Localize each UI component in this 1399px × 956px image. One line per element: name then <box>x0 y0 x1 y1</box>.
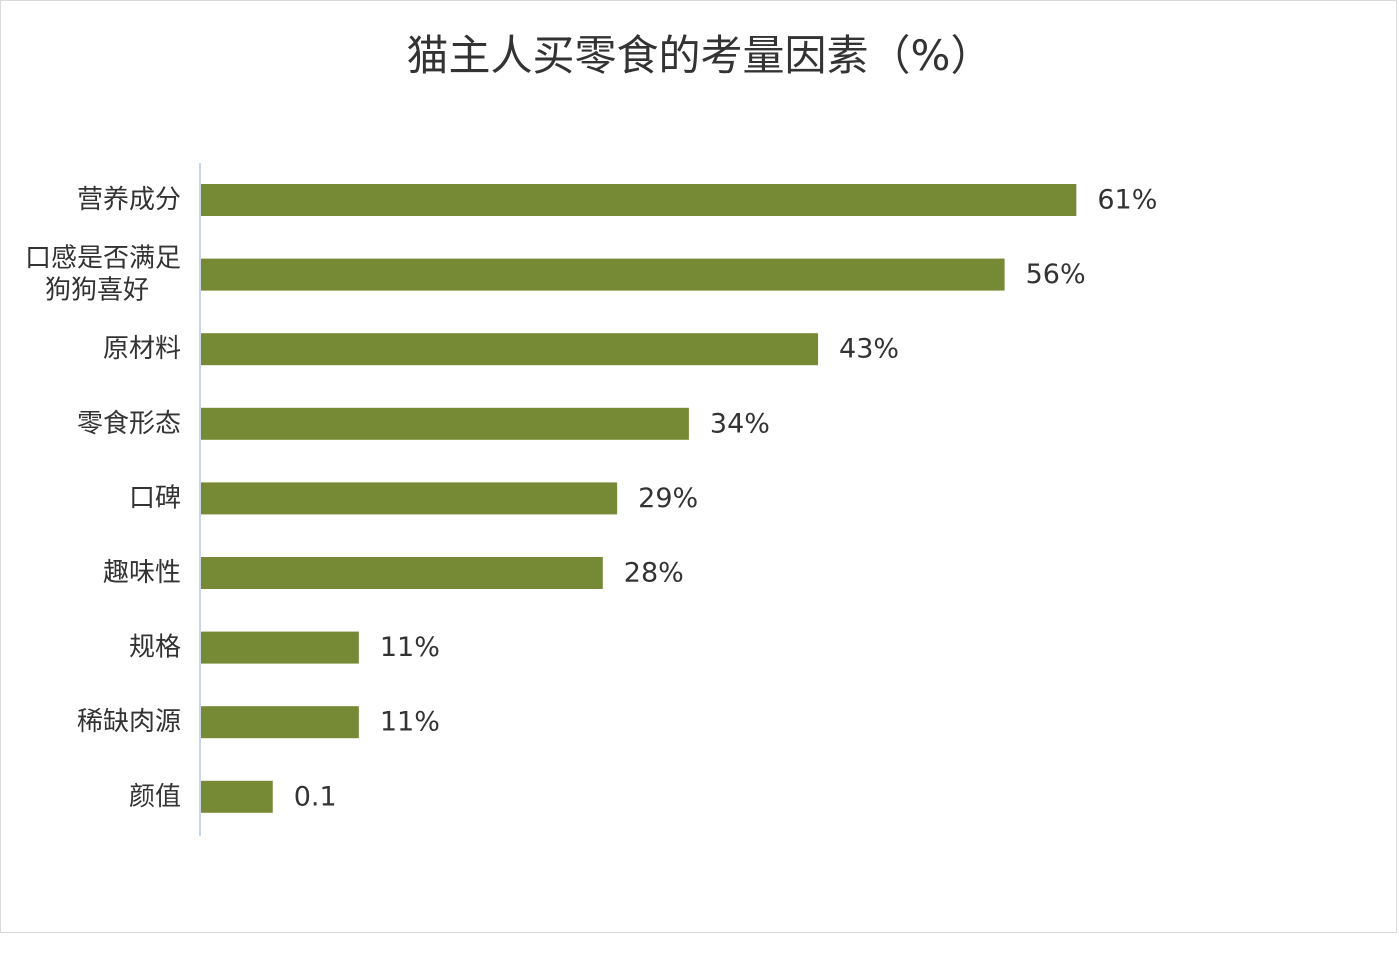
data-label-6: 11% <box>380 632 440 663</box>
data-label-2: 43% <box>839 334 899 365</box>
category-label-8-0: 颜值 <box>129 782 181 812</box>
category-label-1-1: 狗狗喜好 <box>45 276 149 306</box>
category-label-6-0: 规格 <box>129 633 181 663</box>
data-label-7: 11% <box>380 707 440 738</box>
bar-1 <box>201 258 1005 291</box>
data-label-8: 0.1 <box>294 781 337 812</box>
category-label-4-0: 口碑 <box>129 483 181 513</box>
category-label-5-0: 趣味性 <box>103 558 181 588</box>
data-label-1: 56% <box>1026 259 1086 290</box>
bar-5 <box>201 557 603 589</box>
category-label-7-0: 稀缺肉源 <box>77 707 181 737</box>
bar-4 <box>201 482 618 515</box>
bar-6 <box>201 631 359 664</box>
category-label-0-0: 营养成分 <box>77 185 181 215</box>
data-label-4: 29% <box>638 483 698 514</box>
bar-3 <box>201 407 689 440</box>
chart-title: 猫主人买零食的考量因素（%） <box>406 31 993 80</box>
chart-frame <box>0 0 1397 933</box>
bar-7 <box>201 706 359 739</box>
category-label-2-0: 原材料 <box>103 334 181 364</box>
bar-2 <box>201 333 819 366</box>
category-label-1-0: 口感是否满足 <box>25 244 181 274</box>
bar-8 <box>201 780 273 813</box>
category-label-3-0: 零食形态 <box>77 409 181 439</box>
data-label-5: 28% <box>624 558 684 589</box>
data-label-0: 61% <box>1097 185 1157 216</box>
bar-0 <box>201 184 1077 216</box>
data-label-3: 34% <box>710 408 770 439</box>
